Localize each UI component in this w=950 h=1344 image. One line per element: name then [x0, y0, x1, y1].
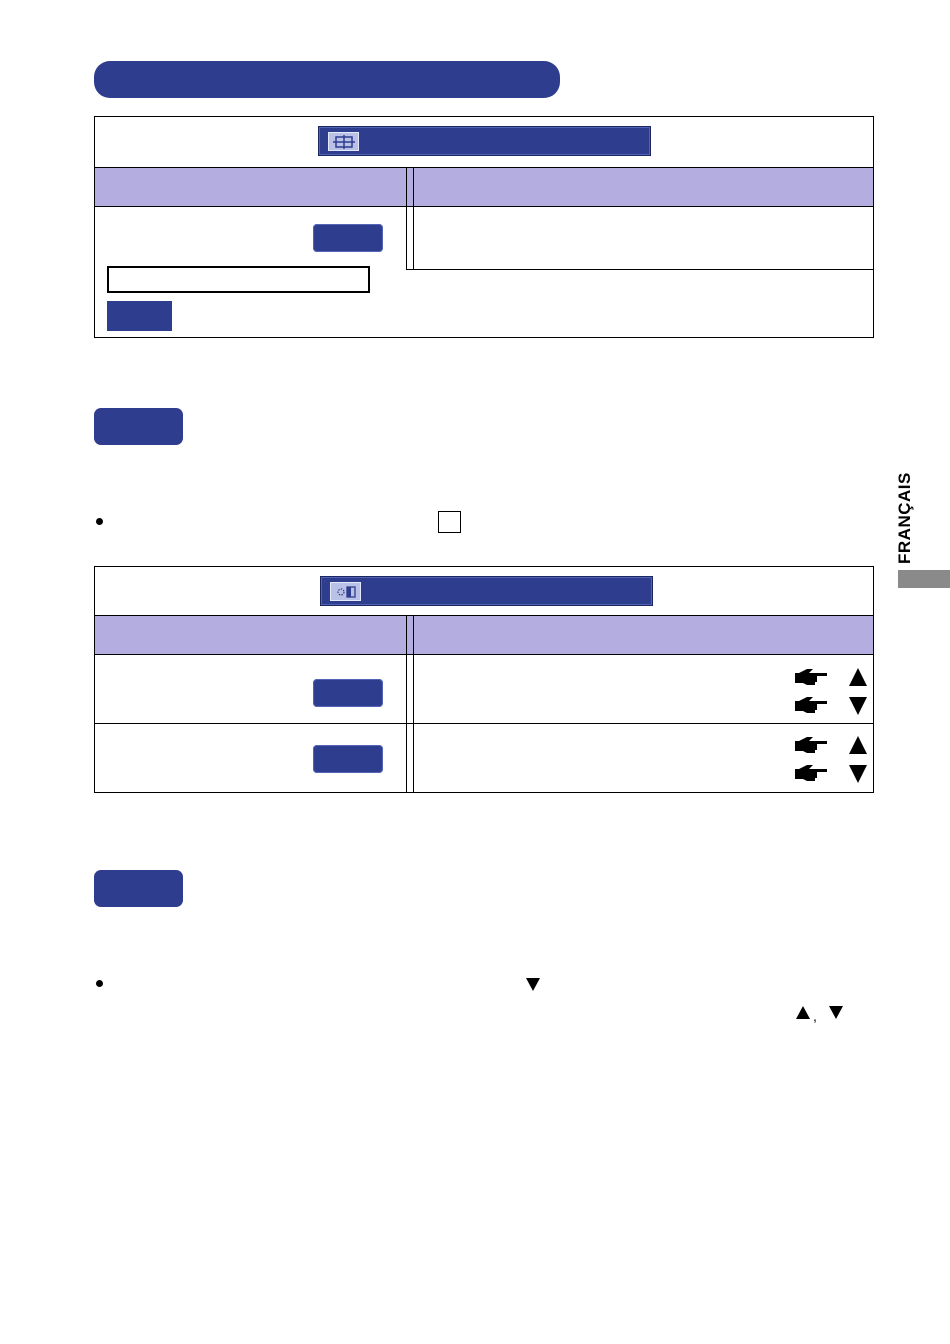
arrow-up-icon	[849, 736, 867, 754]
pointing-hand-icon	[793, 695, 829, 720]
bullet	[96, 980, 103, 987]
position-grid-icon	[328, 132, 359, 151]
bullet	[96, 518, 103, 525]
divider	[406, 269, 414, 270]
note-pill	[94, 408, 183, 445]
arrow-down-icon	[526, 978, 540, 991]
divider	[95, 167, 873, 168]
menu-title-bar	[320, 576, 653, 606]
table-header-row	[95, 616, 873, 654]
menu-title-bar	[318, 126, 651, 156]
menu-table-1	[94, 116, 874, 338]
brightness-button[interactable]	[313, 679, 383, 707]
menu-table-2	[94, 566, 874, 793]
row-divider	[95, 723, 873, 724]
contrast-button[interactable]	[313, 745, 383, 773]
note-pill	[94, 870, 183, 907]
pointing-hand-icon	[793, 735, 829, 760]
section-header-pill	[94, 61, 560, 98]
column-divider	[413, 616, 414, 793]
arrow-up-icon	[796, 1006, 810, 1019]
brightness-contrast-icon	[330, 582, 361, 601]
arrow-up-icon	[849, 668, 867, 686]
column-divider	[406, 168, 407, 270]
language-tab-label: FRANÇAIS	[895, 472, 914, 564]
table-header-row	[95, 168, 873, 206]
column-divider	[413, 168, 414, 270]
arrow-down-icon	[849, 765, 867, 783]
language-tab-marker	[898, 570, 950, 588]
outlined-field	[107, 266, 370, 293]
note-badge	[107, 301, 172, 331]
column-divider	[406, 616, 407, 793]
checkbox[interactable]	[438, 511, 461, 533]
divider	[95, 206, 873, 207]
arrow-down-icon	[849, 697, 867, 715]
pointing-hand-icon	[793, 667, 829, 692]
separator-comma: ,	[813, 1008, 817, 1024]
divider	[95, 654, 873, 655]
arrow-down-icon	[829, 1006, 843, 1019]
adjust-button[interactable]	[313, 224, 383, 252]
pointing-hand-icon	[793, 763, 829, 788]
divider	[95, 615, 873, 616]
row-divider	[413, 269, 873, 270]
